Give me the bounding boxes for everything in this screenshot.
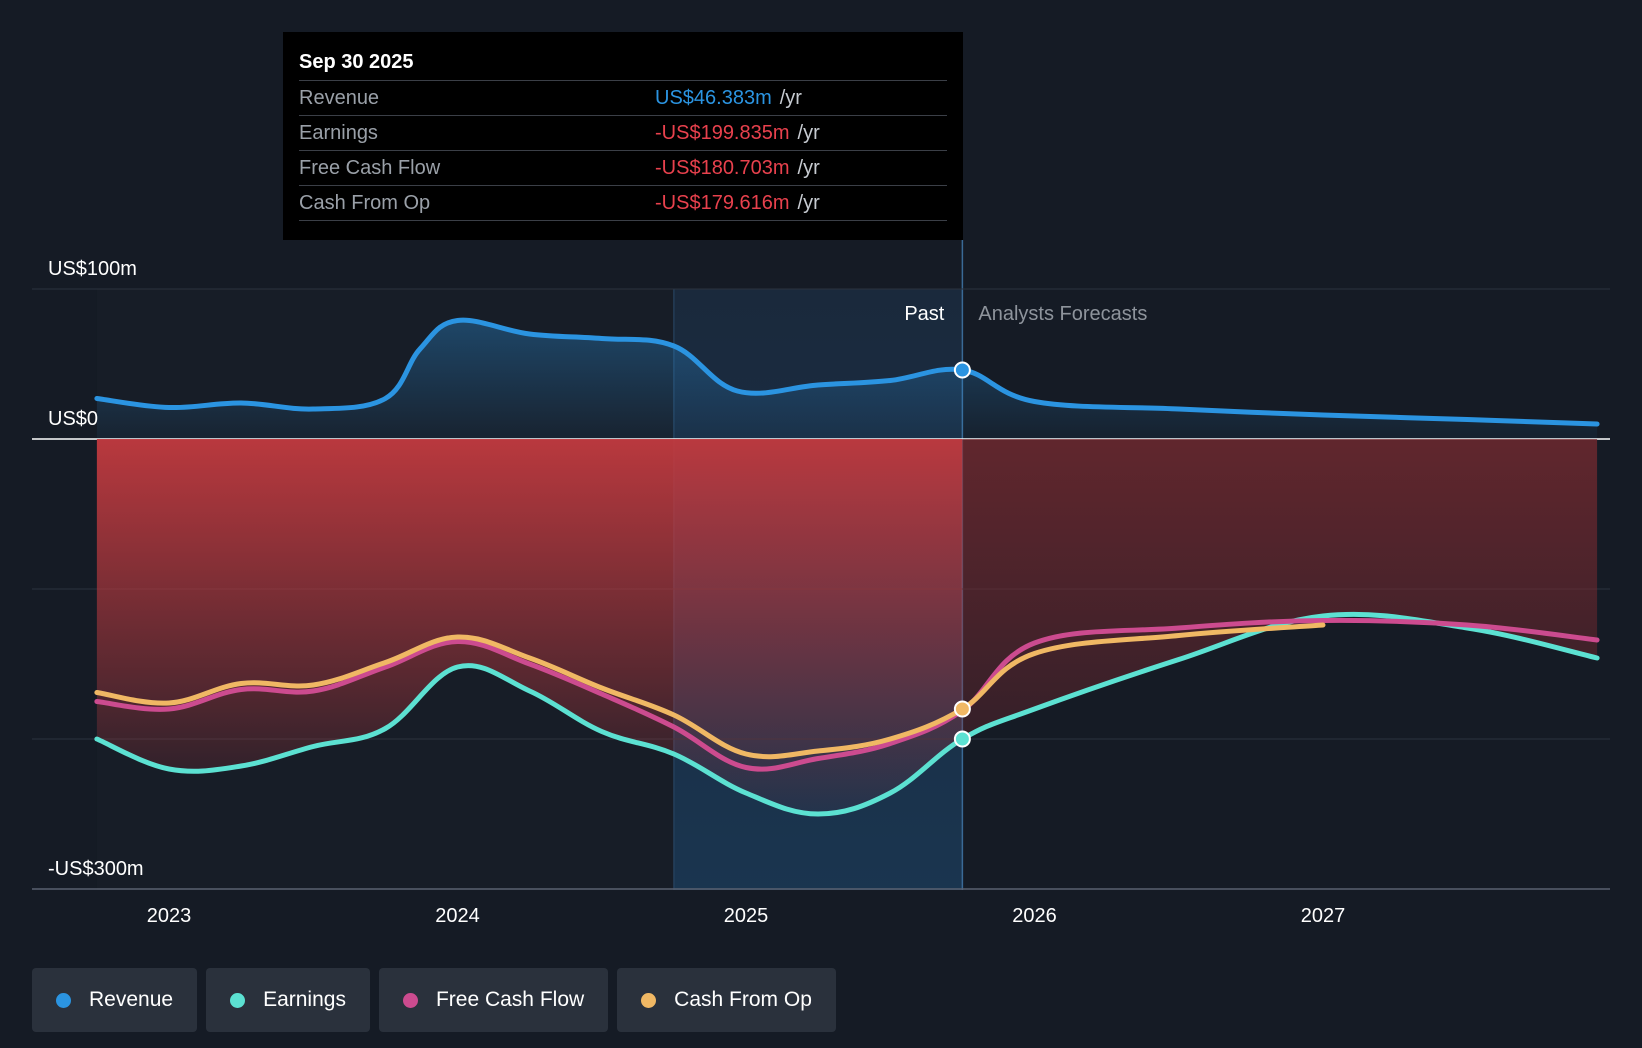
- marker-earnings: [953, 730, 971, 748]
- tooltip: Sep 30 2025 Revenue US$46.383m /yr Earni…: [283, 32, 963, 240]
- tooltip-label: Cash From Op: [299, 191, 431, 214]
- tooltip-unit: /yr: [797, 156, 820, 179]
- y-tick-label: US$100m: [48, 258, 137, 280]
- tooltip-label: Earnings: [299, 121, 378, 144]
- tooltip-unit: /yr: [797, 191, 820, 214]
- tooltip-label: Free Cash Flow: [299, 156, 441, 179]
- tooltip-value: US$46.383m: [655, 86, 772, 109]
- legend-dot-icon: [56, 992, 71, 1008]
- tooltip-label: Revenue: [299, 86, 380, 109]
- past-label: Past: [904, 303, 944, 325]
- legend: Revenue Earnings Free Cash Flow Cash Fro…: [32, 968, 836, 1032]
- series-line-revenue: [94, 317, 1600, 427]
- legend-item-free-cash-flow[interactable]: Free Cash Flow: [378, 968, 609, 1032]
- tooltip-value: -US$180.703m: [655, 156, 790, 179]
- marker-revenue: [953, 361, 971, 379]
- legend-item-earnings[interactable]: Earnings: [206, 968, 370, 1032]
- earnings-area-past: [96, 439, 963, 814]
- y-tick-label: US$0: [48, 408, 98, 430]
- tooltip-date: Sep 30 2025: [299, 51, 414, 73]
- legend-label: Free Cash Flow: [435, 988, 585, 1011]
- series-line-free-cash-flow: [94, 617, 1600, 772]
- legend-label: Revenue: [89, 988, 174, 1011]
- x-tick-label: 2023: [147, 905, 192, 927]
- legend-item-revenue[interactable]: Revenue: [32, 968, 198, 1032]
- legend-dot-icon: [230, 992, 246, 1008]
- tooltip-value: -US$179.616m: [655, 191, 790, 214]
- series-line-cash-from-op: [94, 622, 1326, 760]
- tooltip-value: -US$199.835m: [655, 121, 790, 144]
- legend-dot-icon: [641, 992, 657, 1008]
- legend-label: Earnings: [263, 988, 346, 1011]
- x-tick-label: 2024: [435, 905, 480, 927]
- x-tick-label: 2025: [724, 905, 769, 927]
- legend-label: Cash From Op: [674, 988, 812, 1011]
- earnings-area-forecast: [962, 439, 1598, 739]
- forecast-label: Analysts Forecasts: [978, 303, 1147, 325]
- legend-dot-icon: [402, 992, 418, 1008]
- y-tick-label: -US$300m: [48, 858, 144, 880]
- tooltip-row-cash-from-op: Cash From Op -US$179.616m /yr: [299, 185, 947, 221]
- tooltip-unit: /yr: [797, 121, 820, 144]
- tooltip-row-earnings: Earnings -US$199.835m /yr: [299, 115, 947, 150]
- legend-item-cash-from-op[interactable]: Cash From Op: [617, 968, 836, 1032]
- tooltip-row-free-cash-flow: Free Cash Flow -US$180.703m /yr: [299, 150, 947, 185]
- x-tick-label: 2026: [1012, 905, 1057, 927]
- tooltip-unit: /yr: [779, 86, 802, 109]
- marker-cash-from-op: [953, 700, 971, 718]
- tooltip-row-revenue: Revenue US$46.383m /yr: [299, 80, 947, 115]
- revenue-area: [96, 320, 1598, 439]
- x-tick-label: 2027: [1301, 905, 1346, 927]
